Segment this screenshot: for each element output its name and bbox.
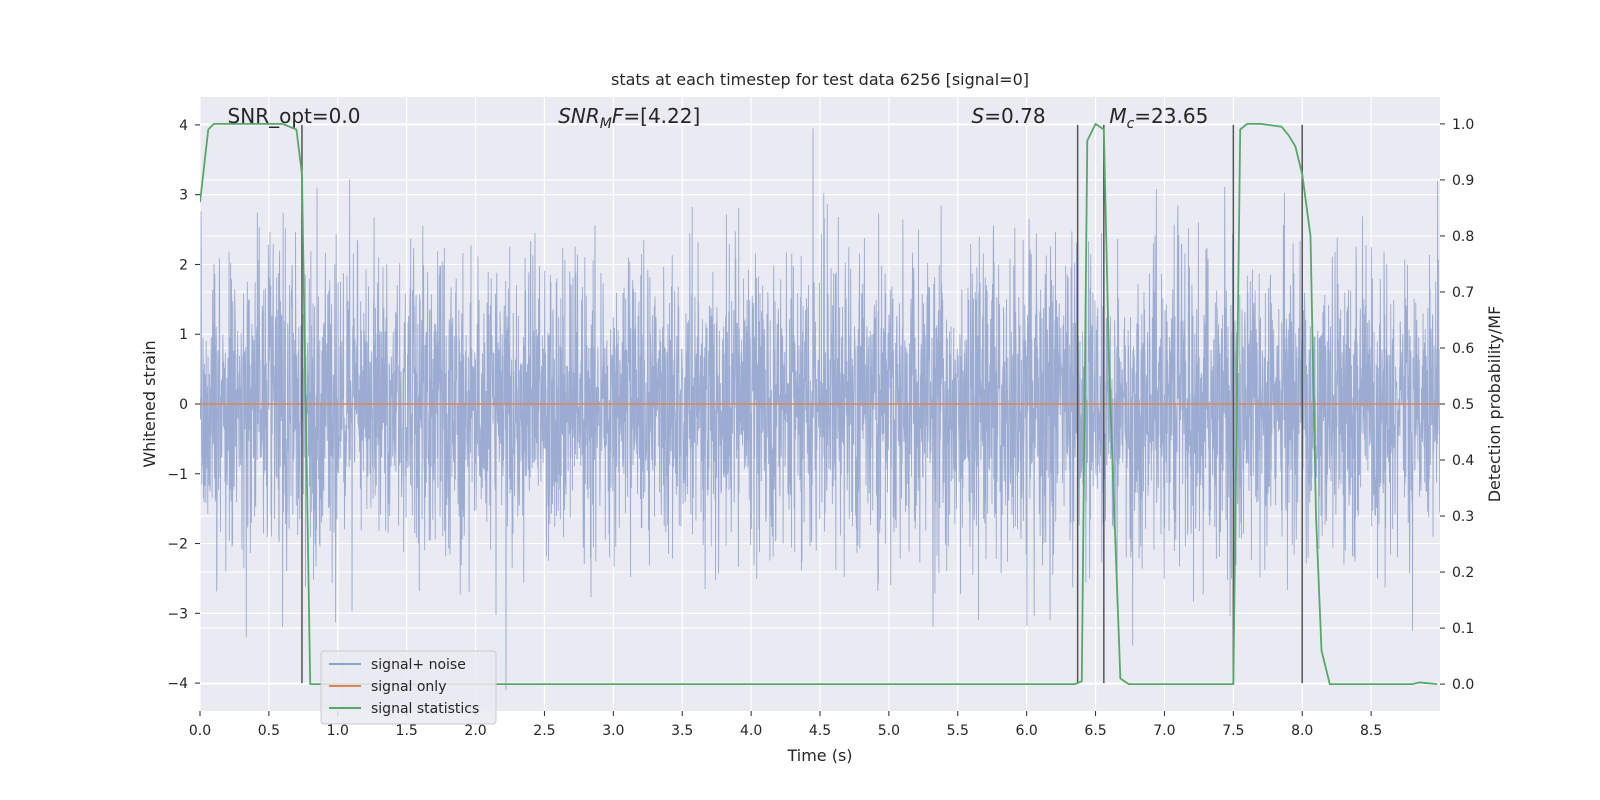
legend: signal+ noise signal only signal statistic… xyxy=(320,650,497,725)
annotation-text: Mc=23.65 xyxy=(1109,104,1208,132)
x-tick-label: 4.5 xyxy=(809,723,831,739)
x-tick-label: 7.5 xyxy=(1222,723,1244,739)
x-tick-label: 8.5 xyxy=(1360,723,1382,739)
y-tick-label: 3 xyxy=(179,188,188,204)
x-tick-label: 4.0 xyxy=(740,723,762,739)
y-tick-label: 1 xyxy=(179,327,188,343)
y-tick-label: −3 xyxy=(167,606,188,622)
y2-tick-label: 0.7 xyxy=(1452,285,1474,301)
y2-tick-label: 0.5 xyxy=(1452,397,1474,413)
annotation-text: SNRMF=[4.22] xyxy=(558,104,700,132)
chart-title: stats at each timestep for test data 625… xyxy=(611,70,1029,89)
y-tick-label: 4 xyxy=(179,118,188,134)
x-tick-label: 6.0 xyxy=(1016,723,1038,739)
x-tick-label: 3.5 xyxy=(671,723,693,739)
x-tick-label: 1.0 xyxy=(327,723,349,739)
y2-tick-label: 0.6 xyxy=(1452,341,1474,357)
legend-box xyxy=(320,650,497,725)
x-tick-label: 0.5 xyxy=(258,723,280,739)
x-tick-label: 5.0 xyxy=(878,723,900,739)
x-tick-label: 1.5 xyxy=(396,723,418,739)
x-tick-label: 2.5 xyxy=(533,723,555,739)
legend-label: signal statistics xyxy=(371,701,479,717)
y2-axis-label: Detection probability/MF xyxy=(1485,306,1504,503)
x-tick-label: 7.0 xyxy=(1153,723,1175,739)
y-tick-label: 0 xyxy=(179,397,188,413)
annotation-text: S=0.78 xyxy=(972,104,1046,128)
y-axis-label: Whitened strain xyxy=(140,340,159,467)
y-tick-label: 2 xyxy=(179,257,188,273)
y2-tick-label: 0.2 xyxy=(1452,565,1474,581)
x-tick-label: 5.5 xyxy=(947,723,969,739)
y2-tick-label: 0.0 xyxy=(1452,677,1474,693)
x-tick-label: 2.0 xyxy=(464,723,486,739)
y2-tick-label: 1.0 xyxy=(1452,117,1474,133)
x-tick-label: 3.0 xyxy=(602,723,624,739)
annotation-text: SNR_opt=0.0 xyxy=(228,104,361,128)
legend-label: signal only xyxy=(371,679,446,695)
x-tick-label: 8.0 xyxy=(1291,723,1313,739)
y2-tick-label: 0.4 xyxy=(1452,453,1474,469)
y-tick-label: −1 xyxy=(167,467,188,483)
y2-tick-label: 0.8 xyxy=(1452,229,1474,245)
y2-tick-label: 0.9 xyxy=(1452,173,1474,189)
y2-tick-label: 0.1 xyxy=(1452,621,1474,637)
y2-tick-label: 0.3 xyxy=(1452,509,1474,525)
series-signal-statistics xyxy=(200,122,1438,686)
x-tick-label: 6.5 xyxy=(1084,723,1106,739)
legend-label: signal+ noise xyxy=(371,657,466,673)
y-tick-label: −4 xyxy=(167,676,188,692)
y-tick-label: −2 xyxy=(167,537,188,553)
x-tick-label: 0.0 xyxy=(189,723,211,739)
x-axis-label: Time (s) xyxy=(786,746,852,765)
